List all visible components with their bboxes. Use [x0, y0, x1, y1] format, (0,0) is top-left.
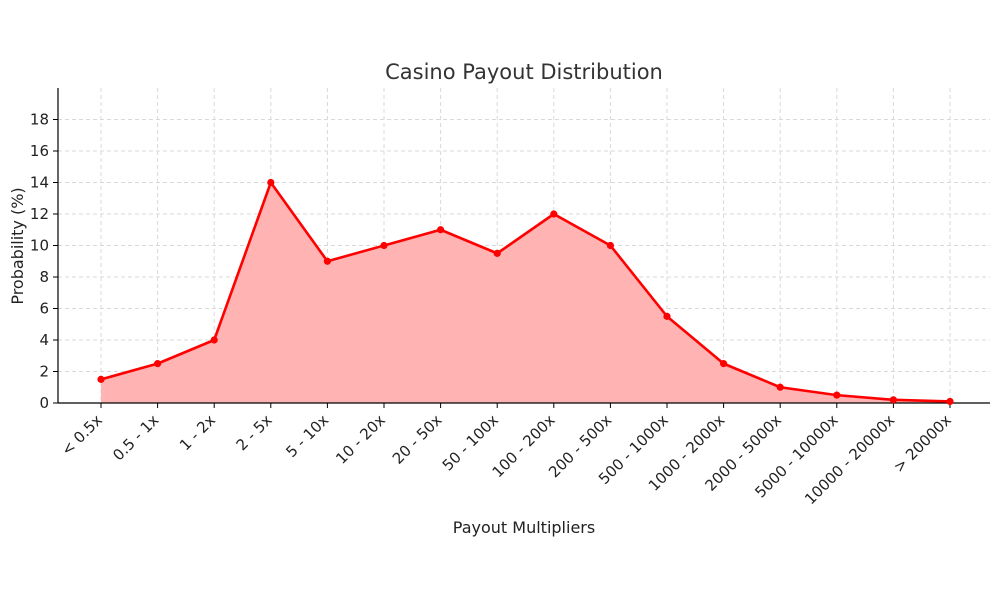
data-point: [720, 360, 728, 368]
x-ticks: < 0.5x 0.5 - 1x 1 - 2x 2 - 5x 5 - 10x 10 - 20…: [58, 403, 955, 508]
x-tick-label: 0.5 - 1x: [109, 411, 162, 464]
data-point: [323, 257, 331, 265]
series-line-layer: [100, 181, 951, 403]
y-tick-label: 0: [39, 394, 49, 412]
data-point: [663, 312, 671, 320]
x-tick-label: 10 - 20x: [332, 411, 389, 468]
data-point: [97, 375, 105, 383]
x-tick-label: 5 - 10x: [282, 411, 332, 461]
x-axis-label: Payout Multipliers: [453, 518, 595, 537]
data-point: [210, 336, 218, 344]
x-tick-label: 1 - 2x: [176, 411, 219, 454]
x-tick-label: 2 - 5x: [233, 411, 276, 454]
data-points: [97, 178, 954, 406]
y-axis-label: Probability (%): [8, 187, 27, 304]
data-point: [154, 360, 162, 368]
data-point: [889, 396, 898, 404]
data-point: [550, 210, 558, 218]
x-tick-label: 20 - 50x: [389, 411, 446, 468]
y-tick-label: 14: [30, 174, 49, 192]
y-tick-label: 4: [39, 331, 49, 349]
data-point: [437, 226, 445, 234]
data-point: [606, 241, 615, 250]
area-layer: [101, 182, 950, 403]
data-point: [776, 383, 784, 391]
y-tick-label: 2: [39, 363, 49, 381]
series-line: [100, 181, 951, 403]
data-point: [380, 241, 388, 250]
data-point: [267, 178, 275, 187]
x-tick-label: > 20000x: [890, 411, 955, 476]
y-tick-label: 16: [30, 142, 49, 160]
x-tick-label: < 0.5x: [58, 411, 106, 459]
y-ticks: 0 2 4 6 8 10 12 14 16 18: [30, 111, 58, 412]
y-tick-label: 12: [30, 205, 49, 223]
data-point: [833, 391, 841, 399]
chart-title: Casino Payout Distribution: [385, 60, 663, 84]
y-tick-label: 10: [30, 237, 49, 255]
data-point: [946, 397, 954, 406]
area-fill: [101, 182, 950, 403]
y-tick-label: 6: [39, 300, 49, 318]
data-point: [493, 249, 501, 257]
y-tick-label: 8: [39, 268, 49, 286]
y-tick-label: 18: [30, 111, 49, 129]
